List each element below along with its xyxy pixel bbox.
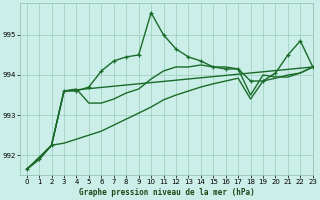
X-axis label: Graphe pression niveau de la mer (hPa): Graphe pression niveau de la mer (hPa) bbox=[79, 188, 254, 197]
